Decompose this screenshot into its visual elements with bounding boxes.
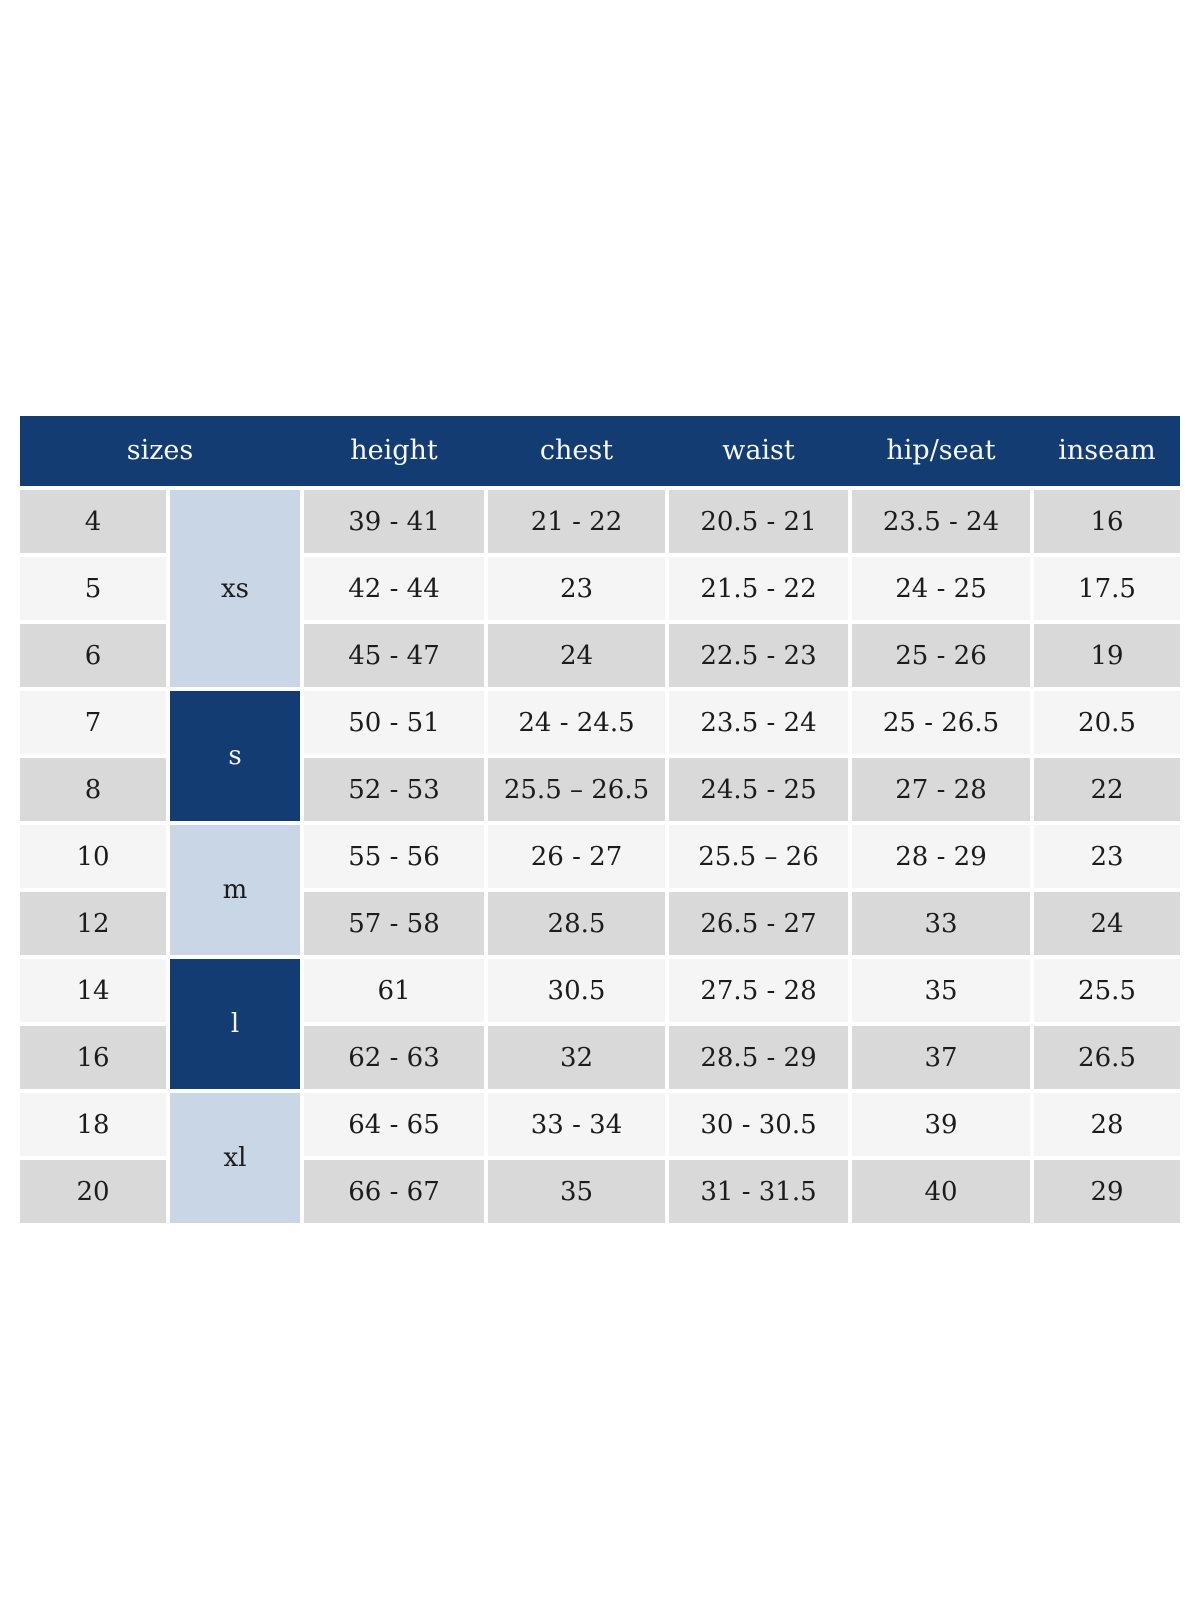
chest-cell: 30.5: [488, 959, 665, 1022]
waist-cell: 27.5 - 28: [669, 959, 848, 1022]
chest-cell: 26 - 27: [488, 825, 665, 888]
height-cell: 50 - 51: [304, 691, 484, 754]
size-group-cell-xs: xs: [170, 490, 300, 687]
inseam-cell: 28: [1034, 1093, 1180, 1156]
waist-cell: 31 - 31.5: [669, 1160, 848, 1223]
size-number-cell: 16: [20, 1026, 166, 1089]
height-cell: 64 - 65: [304, 1093, 484, 1156]
inseam-cell: 25.5: [1034, 959, 1180, 1022]
inseam-cell: 16: [1034, 490, 1180, 553]
height-cell: 55 - 56: [304, 825, 484, 888]
size-number-cell: 8: [20, 758, 166, 821]
height-cell: 52 - 53: [304, 758, 484, 821]
height-cell: 45 - 47: [304, 624, 484, 687]
hip-seat-cell: 39: [852, 1093, 1030, 1156]
hip-seat-cell: 40: [852, 1160, 1030, 1223]
column-header-hip-seat: hip/seat: [886, 435, 996, 466]
hip-seat-cell: 37: [852, 1026, 1030, 1089]
size-chart-table: sizes height chest waist hip/seat inseam…: [20, 416, 1180, 1223]
hip-seat-cell: 28 - 29: [852, 825, 1030, 888]
chest-cell: 28.5: [488, 892, 665, 955]
height-cell: 42 - 44: [304, 557, 484, 620]
chest-cell: 25.5 – 26.5: [488, 758, 665, 821]
waist-cell: 23.5 - 24: [669, 691, 848, 754]
hip-seat-cell: 23.5 - 24: [852, 490, 1030, 553]
height-cell: 62 - 63: [304, 1026, 484, 1089]
waist-cell: 20.5 - 21: [669, 490, 848, 553]
column-header-inseam: inseam: [1058, 435, 1156, 466]
waist-cell: 22.5 - 23: [669, 624, 848, 687]
column-header-waist: waist: [722, 435, 795, 466]
height-cell: 66 - 67: [304, 1160, 484, 1223]
inseam-cell: 22: [1034, 758, 1180, 821]
inseam-cell: 26.5: [1034, 1026, 1180, 1089]
size-group-cell-l: l: [170, 959, 300, 1089]
height-cell: 61: [304, 959, 484, 1022]
column-header-height: height: [350, 435, 438, 466]
hip-seat-cell: 24 - 25: [852, 557, 1030, 620]
column-header-chest: chest: [539, 435, 614, 466]
chest-cell: 24: [488, 624, 665, 687]
waist-cell: 25.5 – 26: [669, 825, 848, 888]
inseam-cell: 20.5: [1034, 691, 1180, 754]
inseam-cell: 29: [1034, 1160, 1180, 1223]
chest-cell: 21 - 22: [488, 490, 665, 553]
size-number-cell: 12: [20, 892, 166, 955]
table-header-row: sizes height chest waist hip/seat inseam: [20, 416, 1180, 486]
size-group-cell-s: s: [170, 691, 300, 821]
waist-cell: 21.5 - 22: [669, 557, 848, 620]
size-number-cell: 18: [20, 1093, 166, 1156]
size-group-cell-m: m: [170, 825, 300, 955]
hip-seat-cell: 25 - 26.5: [852, 691, 1030, 754]
size-number-cell: 10: [20, 825, 166, 888]
size-number-cell: 6: [20, 624, 166, 687]
waist-cell: 30 - 30.5: [669, 1093, 848, 1156]
height-cell: 39 - 41: [304, 490, 484, 553]
inseam-cell: 17.5: [1034, 557, 1180, 620]
size-number-cell: 20: [20, 1160, 166, 1223]
size-number-cell: 4: [20, 490, 166, 553]
chest-cell: 24 - 24.5: [488, 691, 665, 754]
size-number-cell: 7: [20, 691, 166, 754]
column-header-sizes: sizes: [126, 435, 194, 466]
inseam-cell: 19: [1034, 624, 1180, 687]
hip-seat-cell: 25 - 26: [852, 624, 1030, 687]
height-cell: 57 - 58: [304, 892, 484, 955]
chest-cell: 35: [488, 1160, 665, 1223]
inseam-cell: 24: [1034, 892, 1180, 955]
waist-cell: 26.5 - 27: [669, 892, 848, 955]
hip-seat-cell: 27 - 28: [852, 758, 1030, 821]
chest-cell: 32: [488, 1026, 665, 1089]
waist-cell: 24.5 - 25: [669, 758, 848, 821]
chest-cell: 23: [488, 557, 665, 620]
size-number-cell: 5: [20, 557, 166, 620]
hip-seat-cell: 35: [852, 959, 1030, 1022]
size-group-cell-xl: xl: [170, 1093, 300, 1223]
size-number-cell: 14: [20, 959, 166, 1022]
waist-cell: 28.5 - 29: [669, 1026, 848, 1089]
table-body: 4 xs 39 - 41 21 - 22 20.5 - 21 23.5 - 24…: [20, 490, 1180, 1223]
inseam-cell: 23: [1034, 825, 1180, 888]
hip-seat-cell: 33: [852, 892, 1030, 955]
chest-cell: 33 - 34: [488, 1093, 665, 1156]
